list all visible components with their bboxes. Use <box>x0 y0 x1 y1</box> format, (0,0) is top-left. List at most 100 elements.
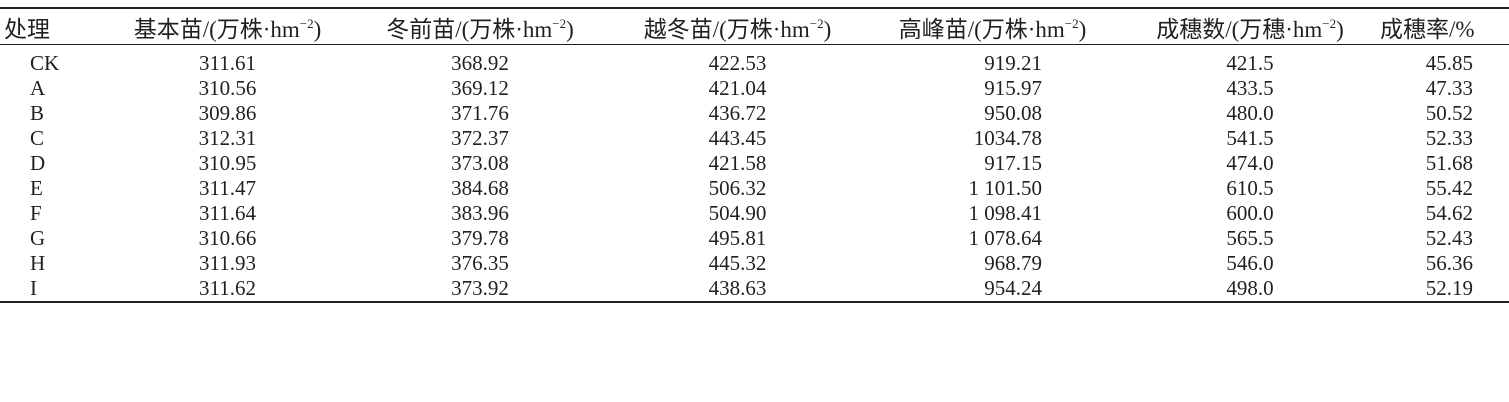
value-cell: 311.47 <box>199 176 256 200</box>
header-paren: ) <box>313 16 322 42</box>
value-cell: 541.5 <box>1226 126 1274 150</box>
column-header: 处理 <box>0 8 105 45</box>
value-cell: 495.81 <box>708 226 767 250</box>
header-paren: ) <box>566 16 574 42</box>
value-cell: 373.92 <box>451 276 509 300</box>
value-cell: 311.93 <box>199 251 256 275</box>
value-cell: 312.31 <box>198 126 257 150</box>
value-cell: 422.53 <box>708 51 767 75</box>
treatment-cell: B <box>30 101 45 125</box>
header-text: 成穗数/(万穗·hm <box>1156 16 1323 42</box>
value-cell: 1034.78 <box>973 126 1042 150</box>
value-cell: 436.72 <box>708 101 767 125</box>
treatment-cell: E <box>30 176 43 200</box>
value-cell: 47.33 <box>1425 76 1473 100</box>
header-row: 处理 基本苗/(万株·hm−2) 冬前苗/(万株·hm−2) 越冬苗/(万株·hm−2… <box>0 8 1509 45</box>
value-cell: 1 098.41 <box>968 201 1043 225</box>
column-header: 越冬苗/(万株·hm−2) <box>610 8 865 45</box>
value-cell: 915.97 <box>984 76 1042 100</box>
value-cell: 54.62 <box>1425 201 1473 225</box>
treatment-cell: H <box>30 251 46 275</box>
header-paren: ) <box>1078 16 1087 42</box>
value-cell: 498.0 <box>1226 276 1274 300</box>
header-text: 冬前苗/(万株·hm <box>386 16 553 42</box>
value-cell: 1 078.64 <box>968 226 1043 250</box>
value-cell: 383.96 <box>451 201 509 225</box>
column-header: 成穗数/(万穗·hm−2) <box>1120 8 1380 45</box>
treatment-cell: G <box>30 226 46 250</box>
table-row: CK 311.61 368.92 422.53 919.21 421.5 45.85 <box>0 45 1509 77</box>
value-cell: 310.56 <box>198 76 257 100</box>
column-header: 高峰苗/(万株·hm−2) <box>865 8 1120 45</box>
value-cell: 373.08 <box>451 151 509 175</box>
value-cell: 376.35 <box>451 251 509 275</box>
value-cell: 504.90 <box>708 201 767 225</box>
value-cell: 480.0 <box>1226 101 1274 125</box>
header-text: 基本苗/(万株·hm <box>133 16 300 42</box>
header-unit-exponent: −2 <box>809 15 824 31</box>
header-unit-exponent: −2 <box>552 15 567 31</box>
value-cell: 565.5 <box>1226 226 1274 250</box>
table-row: H 311.93 376.35 445.32 968.79 546.0 56.36 <box>0 251 1509 276</box>
table-row: B 309.86 371.76 436.72 950.08 480.0 50.52 <box>0 101 1509 126</box>
value-cell: 506.32 <box>708 176 767 200</box>
value-cell: 1 101.50 <box>968 176 1043 200</box>
value-cell: 445.32 <box>708 251 767 275</box>
value-cell: 917.15 <box>984 151 1042 175</box>
header-unit-exponent: −2 <box>1064 15 1079 31</box>
value-cell: 433.5 <box>1226 76 1274 100</box>
header-unit-exponent: −2 <box>1322 15 1337 31</box>
value-cell: 368.92 <box>451 51 509 75</box>
treatment-cell: C <box>30 126 45 150</box>
column-header: 冬前苗/(万株·hm−2) <box>350 8 610 45</box>
treatment-cell: A <box>30 76 46 100</box>
value-cell: 438.63 <box>708 276 767 300</box>
value-cell: 600.0 <box>1226 201 1274 225</box>
value-cell: 384.68 <box>451 176 509 200</box>
value-cell: 919.21 <box>984 51 1042 75</box>
value-cell: 950.08 <box>984 101 1042 125</box>
header-text: 高峰苗/(万株·hm <box>898 16 1065 42</box>
table-row: D 310.95 373.08 421.58 917.15 474.0 51.68 <box>0 151 1509 176</box>
value-cell: 51.68 <box>1425 151 1473 175</box>
value-cell: 369.12 <box>451 76 509 100</box>
value-cell: 610.5 <box>1226 176 1274 200</box>
header-text: 越冬苗/(万株·hm <box>643 16 810 42</box>
table-row: C 312.31 372.37 443.45 1034.78 541.5 52.33 <box>0 126 1509 151</box>
value-cell: 56.36 <box>1425 251 1473 275</box>
value-cell: 421.5 <box>1226 51 1274 75</box>
value-cell: 50.52 <box>1425 101 1473 125</box>
value-cell: 443.45 <box>708 126 767 150</box>
treatment-cell: D <box>30 151 46 175</box>
value-cell: 379.78 <box>451 226 509 250</box>
value-cell: 311.61 <box>199 51 256 75</box>
value-cell: 421.04 <box>708 76 767 100</box>
value-cell: 371.76 <box>451 101 509 125</box>
value-cell: 546.0 <box>1226 251 1274 275</box>
treatment-cell: F <box>30 201 42 225</box>
value-cell: 309.86 <box>198 101 257 125</box>
header-text: 成穗率/% <box>1380 16 1475 42</box>
value-cell: 474.0 <box>1226 151 1274 175</box>
value-cell: 311.62 <box>199 276 256 300</box>
value-cell: 45.85 <box>1425 51 1473 75</box>
table-row: I 311.62 373.92 438.63 954.24 498.0 52.19 <box>0 276 1509 302</box>
table-row: A 310.56 369.12 421.04 915.97 433.5 47.33 <box>0 76 1509 101</box>
value-cell: 310.66 <box>198 226 257 250</box>
header-paren: ) <box>823 16 832 42</box>
value-cell: 968.79 <box>984 251 1042 275</box>
value-cell: 52.43 <box>1425 226 1473 250</box>
header-unit-exponent: −2 <box>299 15 314 31</box>
value-cell: 954.24 <box>984 276 1042 300</box>
value-cell: 55.42 <box>1425 176 1473 200</box>
table-row: E 311.47 384.68 506.32 1 101.50 610.5 55.42 <box>0 176 1509 201</box>
column-header: 成穗率/% <box>1380 8 1509 45</box>
header-text: 处理 <box>4 16 50 42</box>
value-cell: 372.37 <box>451 126 509 150</box>
treatment-cell: I <box>30 276 37 300</box>
table-row: F 311.64 383.96 504.90 1 098.41 600.0 54.62 <box>0 201 1509 226</box>
value-cell: 310.95 <box>198 151 257 175</box>
column-header: 基本苗/(万株·hm−2) <box>105 8 350 45</box>
value-cell: 52.33 <box>1425 126 1473 150</box>
value-cell: 421.58 <box>708 151 767 175</box>
